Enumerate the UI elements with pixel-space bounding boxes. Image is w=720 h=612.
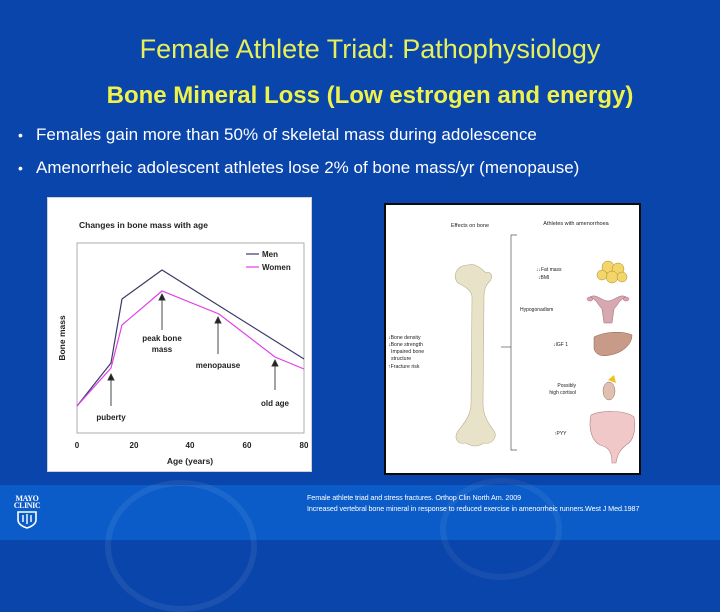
logo-line1: MAYO bbox=[15, 494, 39, 503]
bullet-list: • Females gain more than 50% of skeletal… bbox=[18, 118, 579, 184]
bone-effect: ↓Bone strength bbox=[388, 342, 423, 348]
organ-label: Possibly bbox=[557, 383, 576, 389]
arrow-head-icon bbox=[214, 315, 222, 324]
liver-icon bbox=[593, 332, 633, 356]
watermark-shape bbox=[105, 480, 257, 612]
annotation-menopause: menopause bbox=[196, 361, 241, 370]
shield-icon bbox=[17, 511, 37, 529]
women-line bbox=[76, 290, 305, 407]
annotation-puberty: puberty bbox=[96, 413, 126, 422]
uterus-icon bbox=[586, 295, 630, 324]
legend-men-label: Men bbox=[262, 250, 278, 259]
bone-mass-chart: Changes in bone mass with age Men Women … bbox=[47, 197, 312, 472]
annotation-peak-line2: mass bbox=[152, 345, 173, 354]
chart-title: Changes in bone mass with age bbox=[79, 220, 208, 230]
x-tick: 0 bbox=[75, 441, 80, 450]
organ-label: ↓BMI bbox=[538, 275, 549, 281]
reference-item: Increased vertebral bone mineral in resp… bbox=[307, 504, 640, 513]
kidney-adrenal-icon bbox=[602, 375, 616, 401]
organ-label: ↓↓Fat mass bbox=[536, 267, 562, 273]
x-tick: 80 bbox=[300, 441, 309, 450]
bone-effect: ↑Fracture risk bbox=[388, 364, 420, 370]
bone-effect: structure bbox=[391, 356, 411, 362]
arrow-head-icon bbox=[107, 372, 115, 381]
legend-women-label: Women bbox=[262, 263, 291, 272]
x-axis-label: Age (years) bbox=[167, 456, 213, 466]
bullet-text: Amenorrheic adolescent athletes lose 2% … bbox=[36, 157, 580, 177]
organ-label: ↑PYY bbox=[554, 431, 567, 437]
figure-right-heading: Athletes with amenorrhoea bbox=[543, 221, 609, 227]
x-tick: 60 bbox=[243, 441, 252, 450]
references: Female athlete triad and stress fracture… bbox=[307, 492, 639, 514]
bone-effect: ↓Bone density bbox=[388, 335, 421, 341]
reference-item: Female athlete triad and stress fracture… bbox=[307, 493, 522, 502]
organ-label: ↓IGF 1 bbox=[553, 342, 568, 348]
bone-effect: Impaired bone bbox=[391, 349, 424, 355]
slide-subtitle: Bone Mineral Loss (Low estrogen and ener… bbox=[106, 82, 634, 109]
bullet-icon: • bbox=[18, 159, 23, 176]
annotation-peak-line1: peak bone bbox=[142, 334, 182, 343]
annotation-old-age: old age bbox=[261, 399, 290, 408]
femur-bone-icon bbox=[455, 264, 496, 447]
intestine-icon bbox=[589, 411, 636, 464]
men-line bbox=[76, 269, 305, 407]
bullet-icon: • bbox=[18, 126, 23, 143]
y-axis-label: Bone mass bbox=[57, 315, 67, 361]
bullet-text: Females gain more than 50% of skeletal m… bbox=[36, 124, 537, 144]
organ-label: high cortisol bbox=[549, 390, 576, 396]
arrow-head-icon bbox=[158, 292, 166, 301]
amenorrhoea-effects-figure: Effects on bone Athletes with amenorrhoe… bbox=[384, 203, 641, 475]
bullet-item: • Females gain more than 50% of skeletal… bbox=[18, 118, 579, 151]
bullet-item: • Amenorrheic adolescent athletes lose 2… bbox=[18, 151, 579, 184]
arrow-head-icon bbox=[271, 358, 279, 367]
x-tick: 20 bbox=[130, 441, 139, 450]
bracket-line bbox=[510, 234, 517, 451]
figure-left-heading: Effects on bone bbox=[451, 223, 489, 229]
mayo-clinic-logo: MAYO CLINIC bbox=[9, 495, 45, 535]
slide-title: Female Athlete Triad: Pathophysiology bbox=[139, 34, 601, 64]
organ-label: Hypogonadism bbox=[520, 307, 553, 313]
x-tick: 40 bbox=[186, 441, 195, 450]
plot-area bbox=[76, 242, 305, 434]
fat-cells-icon bbox=[596, 260, 628, 284]
logo-line2: CLINIC bbox=[13, 501, 41, 510]
